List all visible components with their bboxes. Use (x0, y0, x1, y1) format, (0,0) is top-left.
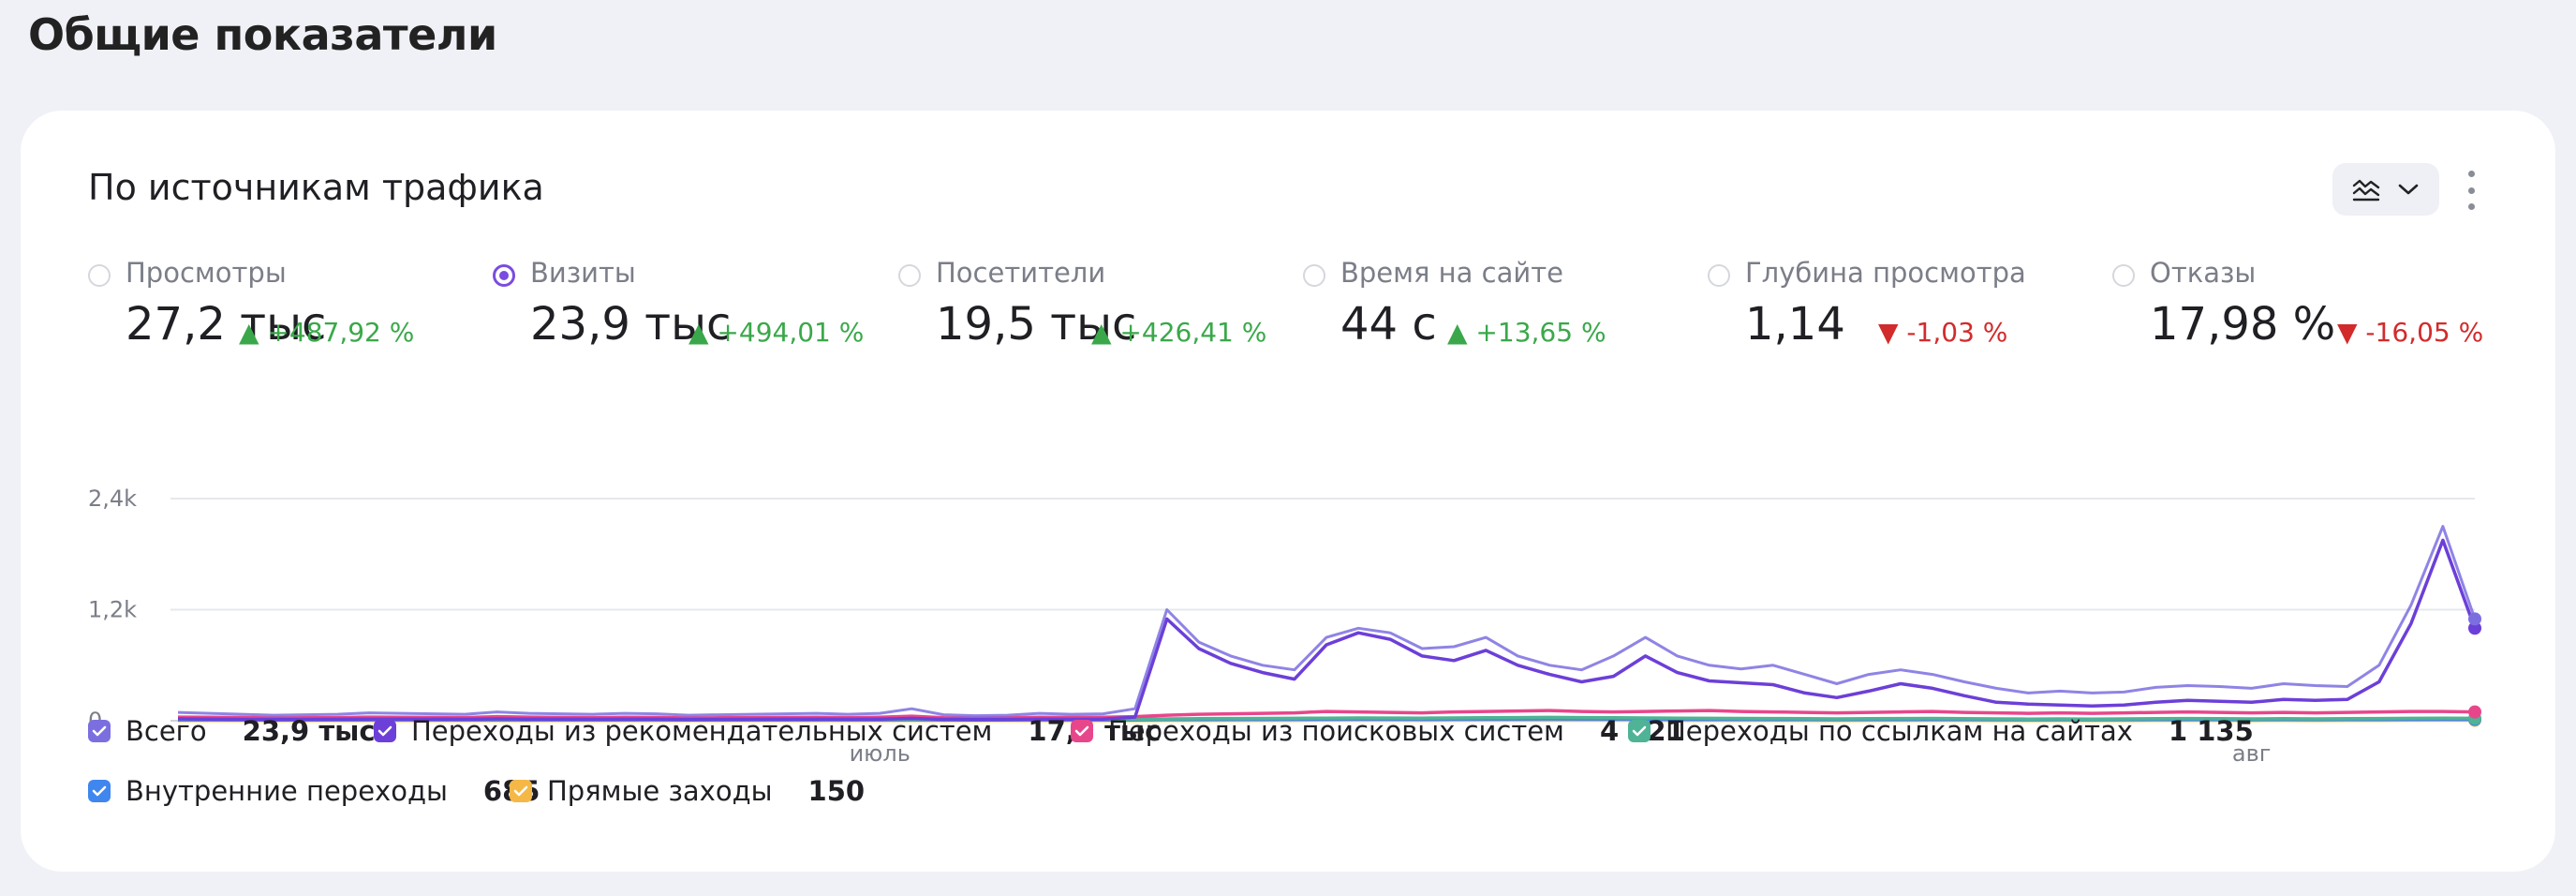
legend-label: Всего (126, 715, 207, 747)
legend-value: 150 (807, 775, 866, 807)
metric-value: 17,98 % (2150, 298, 2336, 351)
chevron-down-icon (2398, 184, 2419, 195)
metric-change: ▲ +426,41 % (1091, 317, 1267, 348)
series-line-1 (177, 538, 2477, 722)
card-title: По источникам трафика (88, 167, 544, 208)
legend-item[interactable]: Переходы из поисковых систем 4 021 (1071, 712, 1685, 750)
legend-label: Переходы из поисковых систем (1108, 715, 1564, 747)
metric-label: Глубина просмотра (1745, 257, 2026, 289)
metric-1[interactable]: Визиты 23,9 тыс ▲ +494,01 % (493, 244, 886, 356)
metric-5[interactable]: Отказы 17,98 % ▼ -16,05 % (2112, 244, 2506, 356)
metric-change: ▲ +13,65 % (1447, 317, 1606, 348)
traffic-line-chart: 2,4k1,2k0июльавг (88, 485, 2481, 767)
legend-label: Переходы по ссылкам на сайтах (1666, 715, 2133, 747)
metric-radio[interactable] (2112, 264, 2135, 287)
chart-type-button[interactable] (2332, 163, 2439, 216)
more-vertical-icon[interactable] (2462, 171, 2480, 210)
metric-change: ▲ +494,01 % (688, 317, 865, 348)
series-end-point-0 (2468, 612, 2481, 626)
legend-item[interactable]: Переходы по ссылкам на сайтах 1 135 (1628, 712, 2254, 750)
metric-label: Просмотры (126, 257, 287, 289)
series-end-point-2 (2468, 705, 2481, 719)
legend-item[interactable]: Всего 23,9 тыс (88, 712, 376, 750)
checkbox-checked-icon[interactable] (1071, 720, 1093, 742)
checkbox-checked-icon[interactable] (1628, 720, 1651, 742)
series-line-0 (177, 525, 2477, 718)
metric-value: 23,9 тыс (530, 298, 732, 351)
x-tick-label: авг (2232, 740, 2271, 767)
metric-3[interactable]: Время на сайте 44 с ▲ +13,65 % (1303, 244, 1696, 356)
checkbox-checked-icon[interactable] (374, 720, 396, 742)
checkbox-checked-icon[interactable] (510, 780, 532, 802)
series-line-2 (177, 709, 2476, 720)
metric-0[interactable]: Просмотры 27,2 тыс ▲ +487,92 % (88, 244, 481, 356)
legend-item[interactable]: Переходы из рекомендательных систем 17,9 … (374, 712, 1161, 750)
line-chart-icon (2352, 179, 2380, 202)
metric-change: ▼ -1,03 % (1878, 317, 2008, 348)
page-title: Общие показатели (28, 9, 497, 60)
metric-label: Визиты (530, 257, 636, 289)
metric-value: 1,14 (1745, 298, 1845, 351)
legend-item[interactable]: Прямые заходы 150 (510, 772, 865, 810)
metric-change: ▲ +487,92 % (239, 317, 415, 348)
metric-change: ▼ -16,05 % (2337, 317, 2484, 348)
metric-radio[interactable] (1303, 264, 1325, 287)
metric-radio[interactable] (88, 264, 111, 287)
metric-radio[interactable] (898, 264, 921, 287)
traffic-sources-card: По источникам трафика Просмотры 27,2 тыс ▲… (21, 111, 2555, 872)
x-tick-label: июль (850, 740, 910, 767)
checkbox-checked-icon[interactable] (88, 780, 111, 802)
legend-label: Внутренние переходы (126, 775, 448, 807)
legend-value: 17,9 тыс (1028, 715, 1162, 747)
checkbox-checked-icon[interactable] (88, 720, 111, 742)
legend-value: 23,9 тыс (242, 715, 376, 747)
metric-radio[interactable] (493, 264, 515, 287)
series-end-point-1 (2468, 621, 2481, 635)
y-tick-label: 1,2k (88, 597, 137, 623)
legend-value: 1 135 (2168, 715, 2254, 747)
metric-value: 27,2 тыс (126, 298, 327, 351)
metric-4[interactable]: Глубина просмотра 1,14 ▼ -1,03 % (1708, 244, 2101, 356)
metric-label: Посетители (936, 257, 1106, 289)
legend-label: Переходы из рекомендательных систем (411, 715, 993, 747)
legend-item[interactable]: Внутренние переходы685 (88, 772, 540, 810)
metric-radio[interactable] (1708, 264, 1730, 287)
metric-value: 19,5 тыс (936, 298, 1137, 351)
y-tick-label: 2,4k (88, 485, 137, 512)
metric-label: Отказы (2150, 257, 2257, 289)
metric-label: Время на сайте (1340, 257, 1563, 289)
metric-value: 44 с (1340, 298, 1437, 351)
metric-2[interactable]: Посетители 19,5 тыс ▲ +426,41 % (898, 244, 1292, 356)
legend-label: Прямые заходы (547, 775, 773, 807)
